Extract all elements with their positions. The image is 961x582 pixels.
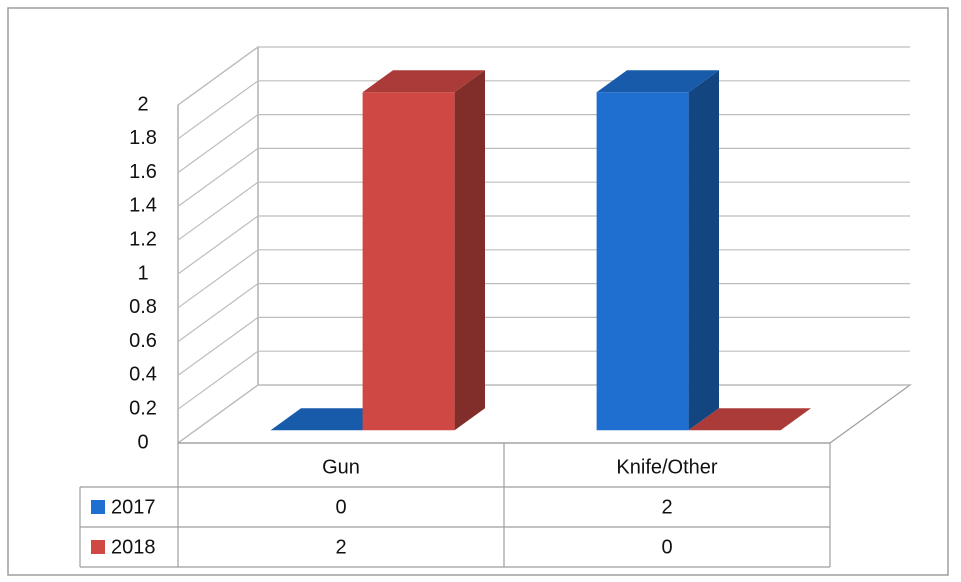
bar-top xyxy=(596,70,719,93)
y-tick-label: 1.2 xyxy=(129,228,157,250)
y-tick-label: 0.4 xyxy=(129,364,157,386)
y-tick-label: 1.8 xyxy=(129,127,157,149)
legend-label: 2017 xyxy=(111,496,156,518)
grid-line xyxy=(177,46,910,106)
table-value: 0 xyxy=(661,536,672,558)
legend-label: 2018 xyxy=(111,536,156,558)
y-tick-label: 0.6 xyxy=(129,330,157,352)
bar xyxy=(270,408,393,431)
legend-key xyxy=(91,540,105,554)
table-value: 2 xyxy=(335,536,346,558)
y-tick-label: 1.6 xyxy=(129,161,157,183)
bar-top xyxy=(270,408,393,431)
table-value: 2 xyxy=(661,496,672,518)
bar-side xyxy=(688,70,719,431)
y-tick-label: 0.8 xyxy=(129,296,157,318)
bar-front xyxy=(362,92,455,431)
column-header: Gun xyxy=(322,456,360,478)
y-tick-label: 2 xyxy=(137,93,148,115)
table-value: 0 xyxy=(335,496,346,518)
bar xyxy=(688,408,811,431)
bar xyxy=(596,70,719,431)
bar xyxy=(362,70,485,431)
y-tick-label: 0 xyxy=(137,431,148,453)
legend-key xyxy=(91,500,105,514)
bar-top xyxy=(362,70,485,93)
column-header: Knife/Other xyxy=(616,456,718,478)
y-tick-label: 1.4 xyxy=(129,195,157,217)
bar-side xyxy=(454,70,485,431)
y-tick-label: 0.2 xyxy=(129,397,157,419)
bar-front xyxy=(596,92,689,431)
bar-top xyxy=(688,408,811,431)
y-tick-label: 1 xyxy=(137,262,148,284)
